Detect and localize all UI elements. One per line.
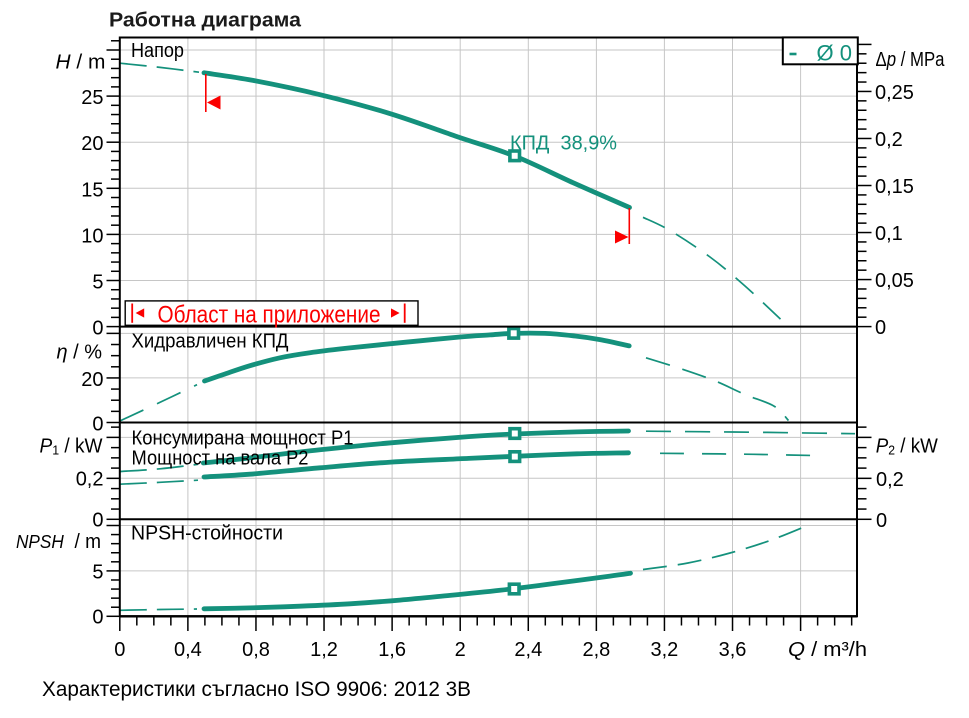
- svg-text:Δp / MPa: Δp / MPa: [876, 49, 946, 71]
- svg-text:15: 15: [81, 179, 103, 201]
- svg-text:Област на приложение: Област на приложение: [158, 301, 381, 328]
- svg-text:0,05: 0,05: [875, 270, 914, 292]
- svg-text:NPSH-стойности: NPSH-стойности: [131, 523, 283, 545]
- svg-text:25: 25: [81, 87, 103, 109]
- svg-text:Мощност на вала P2: Мощност на вала P2: [132, 448, 309, 470]
- svg-text:0,2: 0,2: [876, 469, 904, 491]
- svg-text:Работна диаграма: Работна диаграма: [109, 10, 302, 32]
- svg-text:0,1: 0,1: [875, 223, 903, 245]
- svg-text:Q / m³/h: Q / m³/h: [788, 639, 867, 661]
- svg-text:P2 / kW: P2 / kW: [876, 436, 938, 458]
- svg-text:2,4: 2,4: [514, 639, 542, 661]
- svg-text:Хидравличен КПД: Хидравличен КПД: [132, 331, 289, 353]
- svg-text:H / m: H / m: [56, 51, 106, 73]
- svg-text:0,15: 0,15: [875, 176, 914, 198]
- svg-text:0,2: 0,2: [76, 469, 104, 491]
- svg-text:0: 0: [92, 414, 103, 436]
- svg-text:Ø 0: Ø 0: [817, 40, 852, 65]
- svg-text:Напор: Напор: [131, 40, 184, 62]
- svg-text:Характеристики съгласно ISO 99: Характеристики съгласно ISO 9906: 2012 3…: [42, 678, 471, 701]
- svg-text:2: 2: [455, 639, 466, 661]
- svg-text:3,6: 3,6: [719, 639, 747, 661]
- svg-text:0,25: 0,25: [875, 82, 914, 104]
- svg-text:0: 0: [114, 639, 125, 661]
- svg-text:1,2: 1,2: [310, 639, 338, 661]
- svg-text:Консумирана мощност P1: Консумирана мощност P1: [132, 428, 354, 450]
- svg-text:0,4: 0,4: [174, 639, 202, 661]
- svg-text:5: 5: [92, 561, 103, 583]
- svg-text:0: 0: [92, 607, 103, 629]
- svg-text:1,6: 1,6: [378, 639, 406, 661]
- svg-text:P1 / kW: P1 / kW: [40, 436, 103, 458]
- svg-text:0,2: 0,2: [875, 129, 903, 151]
- svg-text:5: 5: [92, 272, 103, 294]
- svg-text:0,8: 0,8: [242, 639, 270, 661]
- svg-text:0: 0: [92, 318, 103, 340]
- svg-text:КПД 38,9%: КПД 38,9%: [510, 133, 617, 155]
- svg-text:NPSH / m: NPSH / m: [16, 531, 101, 553]
- svg-text:η / %: η / %: [56, 342, 102, 364]
- svg-text:20: 20: [81, 369, 103, 391]
- svg-text:3,2: 3,2: [650, 639, 678, 661]
- svg-text:0: 0: [876, 510, 887, 532]
- svg-text:0: 0: [875, 317, 886, 339]
- svg-text:10: 10: [81, 225, 103, 247]
- svg-text:2,8: 2,8: [582, 639, 610, 661]
- svg-text:20: 20: [81, 133, 103, 155]
- svg-text:0: 0: [92, 510, 103, 532]
